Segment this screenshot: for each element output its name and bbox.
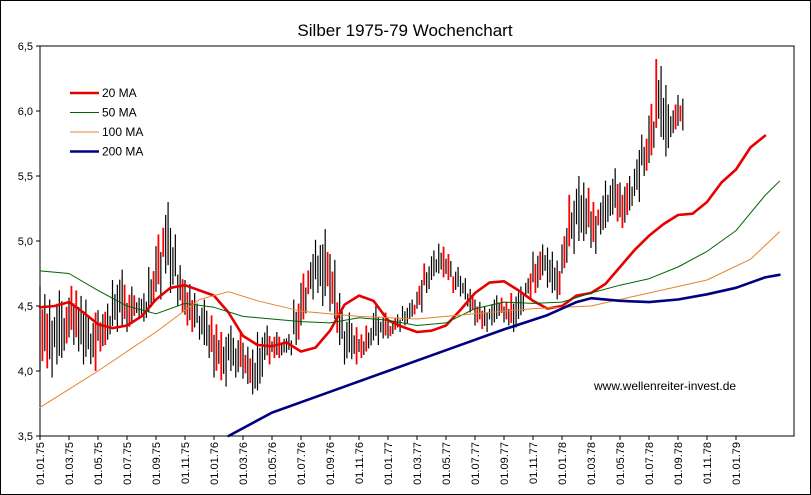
y-tick-label: 3,5 <box>18 431 33 443</box>
y-tick-label: 6,0 <box>18 106 33 118</box>
x-tick-label: 01.09.78 <box>673 442 685 485</box>
x-tick-label: 01.09.76 <box>325 442 337 485</box>
plot-area <box>38 45 795 438</box>
y-tick-label: 5,0 <box>18 236 33 248</box>
x-tick-label: 01.03.75 <box>64 442 76 485</box>
x-tick-label: 01.11.75 <box>180 442 192 484</box>
y-axis: 3,5 4,0 4,5 5,0 5,5 6,0 6,5 <box>18 41 40 443</box>
x-tick-label: 01.01.76 <box>209 442 221 485</box>
series-200-ma <box>227 273 781 438</box>
y-tick-label: 4,0 <box>18 366 33 378</box>
x-tick-label: 01.07.75 <box>122 442 134 485</box>
x-tick-label: 01.11.76 <box>354 442 366 484</box>
x-tick-label: 01.07.77 <box>470 442 482 485</box>
x-tick-label: 01.01.79 <box>731 442 743 485</box>
legend-label: 200 MA <box>102 145 143 159</box>
y-tick-label: 4,5 <box>18 301 33 313</box>
x-tick-label: 01.11.77 <box>528 442 540 484</box>
y-tick-label: 6,5 <box>18 41 33 53</box>
legend-label: 100 MA <box>102 125 143 139</box>
moving-averages <box>38 134 781 438</box>
x-tick-label: 01.05.75 <box>93 442 105 485</box>
legend-label: 20 MA <box>102 86 137 100</box>
series-50-ma <box>39 180 780 326</box>
legend: 20 MA 50 MA 100 MA 200 MA <box>70 86 143 159</box>
series-20-ma <box>38 134 767 353</box>
x-tick-label: 01.01.77 <box>383 442 395 485</box>
x-tick-label: 01.03.78 <box>586 442 598 485</box>
x-axis: 01.01.75 01.03.75 01.05.75 01.07.75 01.09.75… <box>35 436 743 485</box>
x-tick-label: 01.09.77 <box>499 442 511 485</box>
x-tick-label: 01.05.78 <box>615 442 627 485</box>
chart-title: Silber 1975-79 Wochenchart <box>297 21 512 40</box>
x-tick-label: 01.05.76 <box>267 442 279 485</box>
x-tick-label: 01.03.76 <box>238 442 250 485</box>
x-tick-label: 01.03.77 <box>412 442 424 485</box>
x-tick-label: 01.05.77 <box>441 442 453 485</box>
series-100-ma <box>39 231 780 408</box>
price-bars <box>39 59 684 395</box>
x-tick-label: 01.01.78 <box>557 442 569 485</box>
x-tick-label: 01.07.76 <box>296 442 308 485</box>
x-tick-label: 01.09.75 <box>151 442 163 485</box>
x-tick-label: 01.07.78 <box>644 442 656 485</box>
x-tick-label: 01.01.75 <box>35 442 47 485</box>
x-tick-label: 01.11.78 <box>702 442 714 484</box>
legend-label: 50 MA <box>102 106 137 120</box>
y-tick-label: 5,5 <box>18 171 33 183</box>
credit-text: www.wellenreiter-invest.de <box>593 379 736 393</box>
plot-border <box>39 45 795 437</box>
